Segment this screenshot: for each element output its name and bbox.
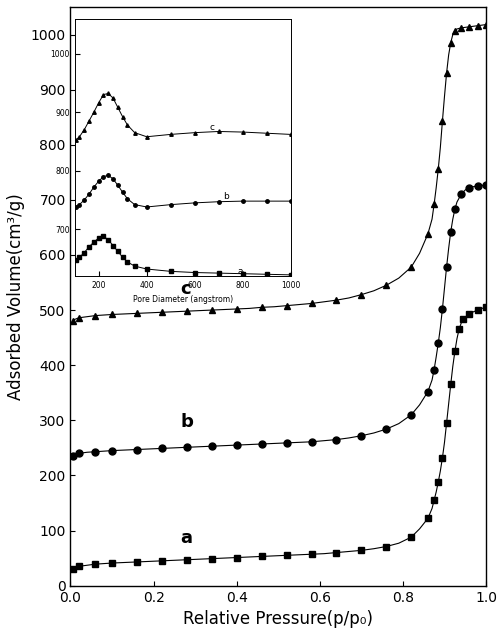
Text: a: a xyxy=(180,529,193,547)
X-axis label: Relative Pressure(p/p₀): Relative Pressure(p/p₀) xyxy=(183,610,373,628)
Text: c: c xyxy=(180,279,191,298)
Text: b: b xyxy=(180,413,194,431)
Y-axis label: Adsorbed Volume(cm³/g): Adsorbed Volume(cm³/g) xyxy=(7,193,25,399)
